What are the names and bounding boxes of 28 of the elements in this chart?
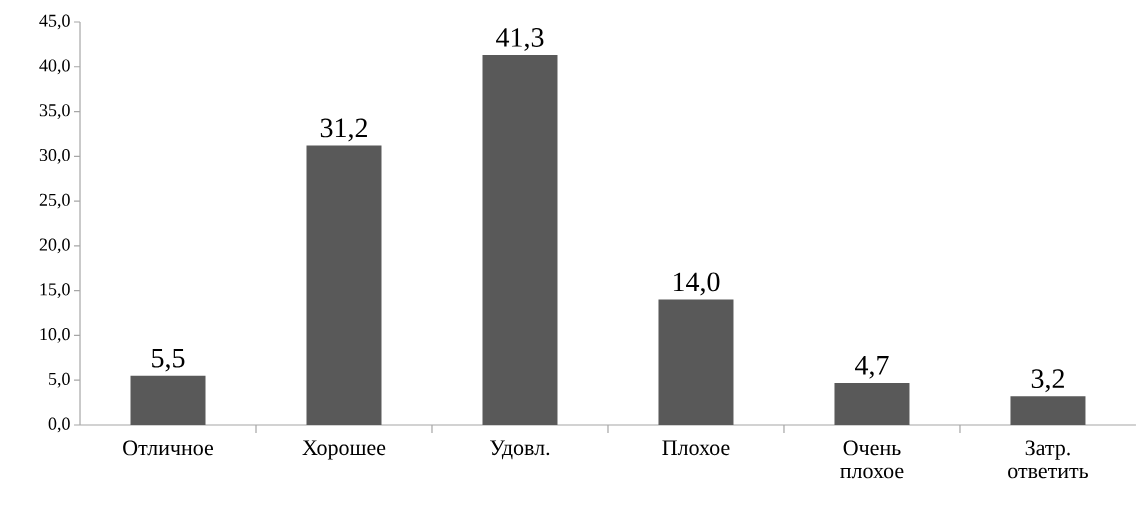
y-tick-label: 35,0: [39, 104, 70, 119]
data-label: 41,3: [496, 28, 544, 51]
x-tick-label: Удовл.: [490, 440, 550, 460]
data-label: 4,7: [855, 355, 889, 379]
bar: [306, 145, 382, 425]
y-tick-label: 25,0: [39, 193, 70, 209]
x-tick-label: Очень плохое: [840, 440, 904, 479]
data-label: 31,2: [320, 118, 367, 142]
bar: [482, 55, 558, 425]
y-tick-label: 0,0: [48, 417, 70, 433]
x-tick-label: Затр. ответить: [1008, 440, 1088, 479]
y-tick-label: 45,0: [39, 14, 70, 30]
x-tick-label: Отличное: [123, 440, 214, 456]
y-tick-label: 30,0: [39, 148, 70, 164]
y-tick-label: 15,0: [40, 283, 70, 299]
bar: [1010, 396, 1086, 425]
bar: [130, 375, 206, 425]
data-label: 5,5: [152, 348, 185, 372]
y-tick-label: 40,0: [39, 59, 70, 75]
y-tick-label: 10,0: [40, 328, 70, 343]
x-tick-label: Хорошее: [302, 440, 386, 460]
data-label: 3,2: [1031, 369, 1064, 393]
bar: [834, 382, 910, 425]
bar: [658, 299, 734, 425]
x-tick-label: Плохое: [662, 440, 730, 456]
y-tick-label: 5,0: [49, 372, 70, 388]
data-label: 14,0: [673, 272, 720, 296]
y-tick-label: 20,0: [39, 238, 70, 254]
